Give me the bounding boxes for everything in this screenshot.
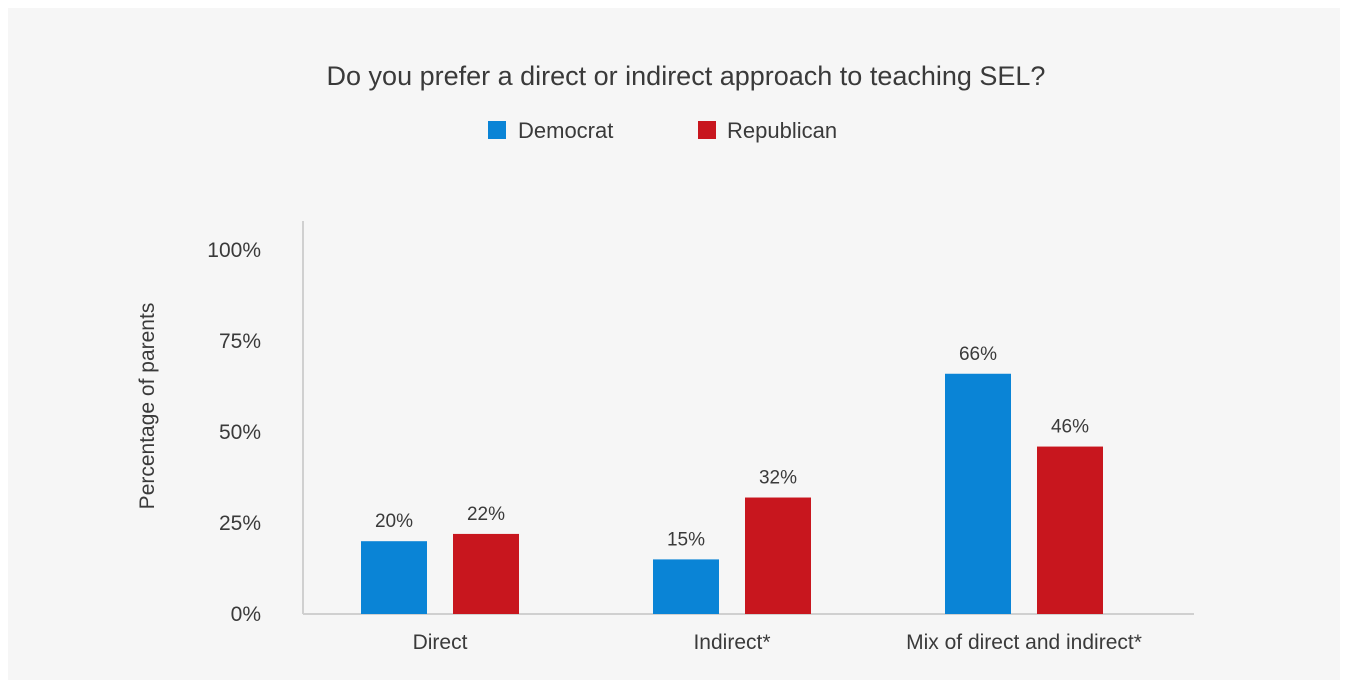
data-label: 46% bbox=[1051, 417, 1089, 438]
bar-democrat bbox=[653, 559, 719, 614]
bar-democrat bbox=[945, 373, 1011, 614]
y-tick-label: 25% bbox=[219, 512, 261, 535]
bar-republican bbox=[453, 533, 519, 614]
y-axis-title: Percentage of parents bbox=[136, 303, 159, 510]
category-label: Mix of direct and indirect* bbox=[906, 631, 1142, 654]
y-tick-label: 0% bbox=[231, 603, 261, 626]
legend-swatch-democrat bbox=[488, 121, 506, 139]
bar-republican bbox=[745, 497, 811, 614]
y-ticks: 0% 25% 50% 75% 100% bbox=[207, 239, 261, 626]
legend-swatch-republican bbox=[698, 121, 716, 139]
category-labels: Direct Indirect* Mix of direct and indirec… bbox=[413, 631, 1142, 654]
y-tick-label: 75% bbox=[219, 330, 261, 353]
data-label: 66% bbox=[959, 344, 997, 365]
y-tick-label: 50% bbox=[219, 421, 261, 444]
legend-label-democrat: Democrat bbox=[518, 118, 613, 143]
data-label: 20% bbox=[375, 511, 413, 532]
data-label: 15% bbox=[667, 529, 705, 550]
legend-label-republican: Republican bbox=[727, 118, 837, 143]
legend: Democrat Republican bbox=[488, 118, 837, 143]
category-label: Direct bbox=[413, 631, 468, 654]
y-tick-label: 100% bbox=[207, 239, 261, 262]
data-label: 22% bbox=[467, 504, 505, 525]
data-label: 32% bbox=[759, 468, 797, 489]
bar-democrat bbox=[361, 541, 427, 614]
chart-title: Do you prefer a direct or indirect appro… bbox=[327, 61, 1046, 91]
chart-panel: Do you prefer a direct or indirect appro… bbox=[8, 8, 1340, 680]
category-label: Indirect* bbox=[693, 631, 770, 654]
bar-chart: Do you prefer a direct or indirect appro… bbox=[136, 61, 1194, 654]
bars bbox=[361, 373, 1103, 614]
bar-republican bbox=[1037, 446, 1103, 614]
data-labels: 20% 22% 15% 32% 66% 46% bbox=[375, 344, 1089, 551]
